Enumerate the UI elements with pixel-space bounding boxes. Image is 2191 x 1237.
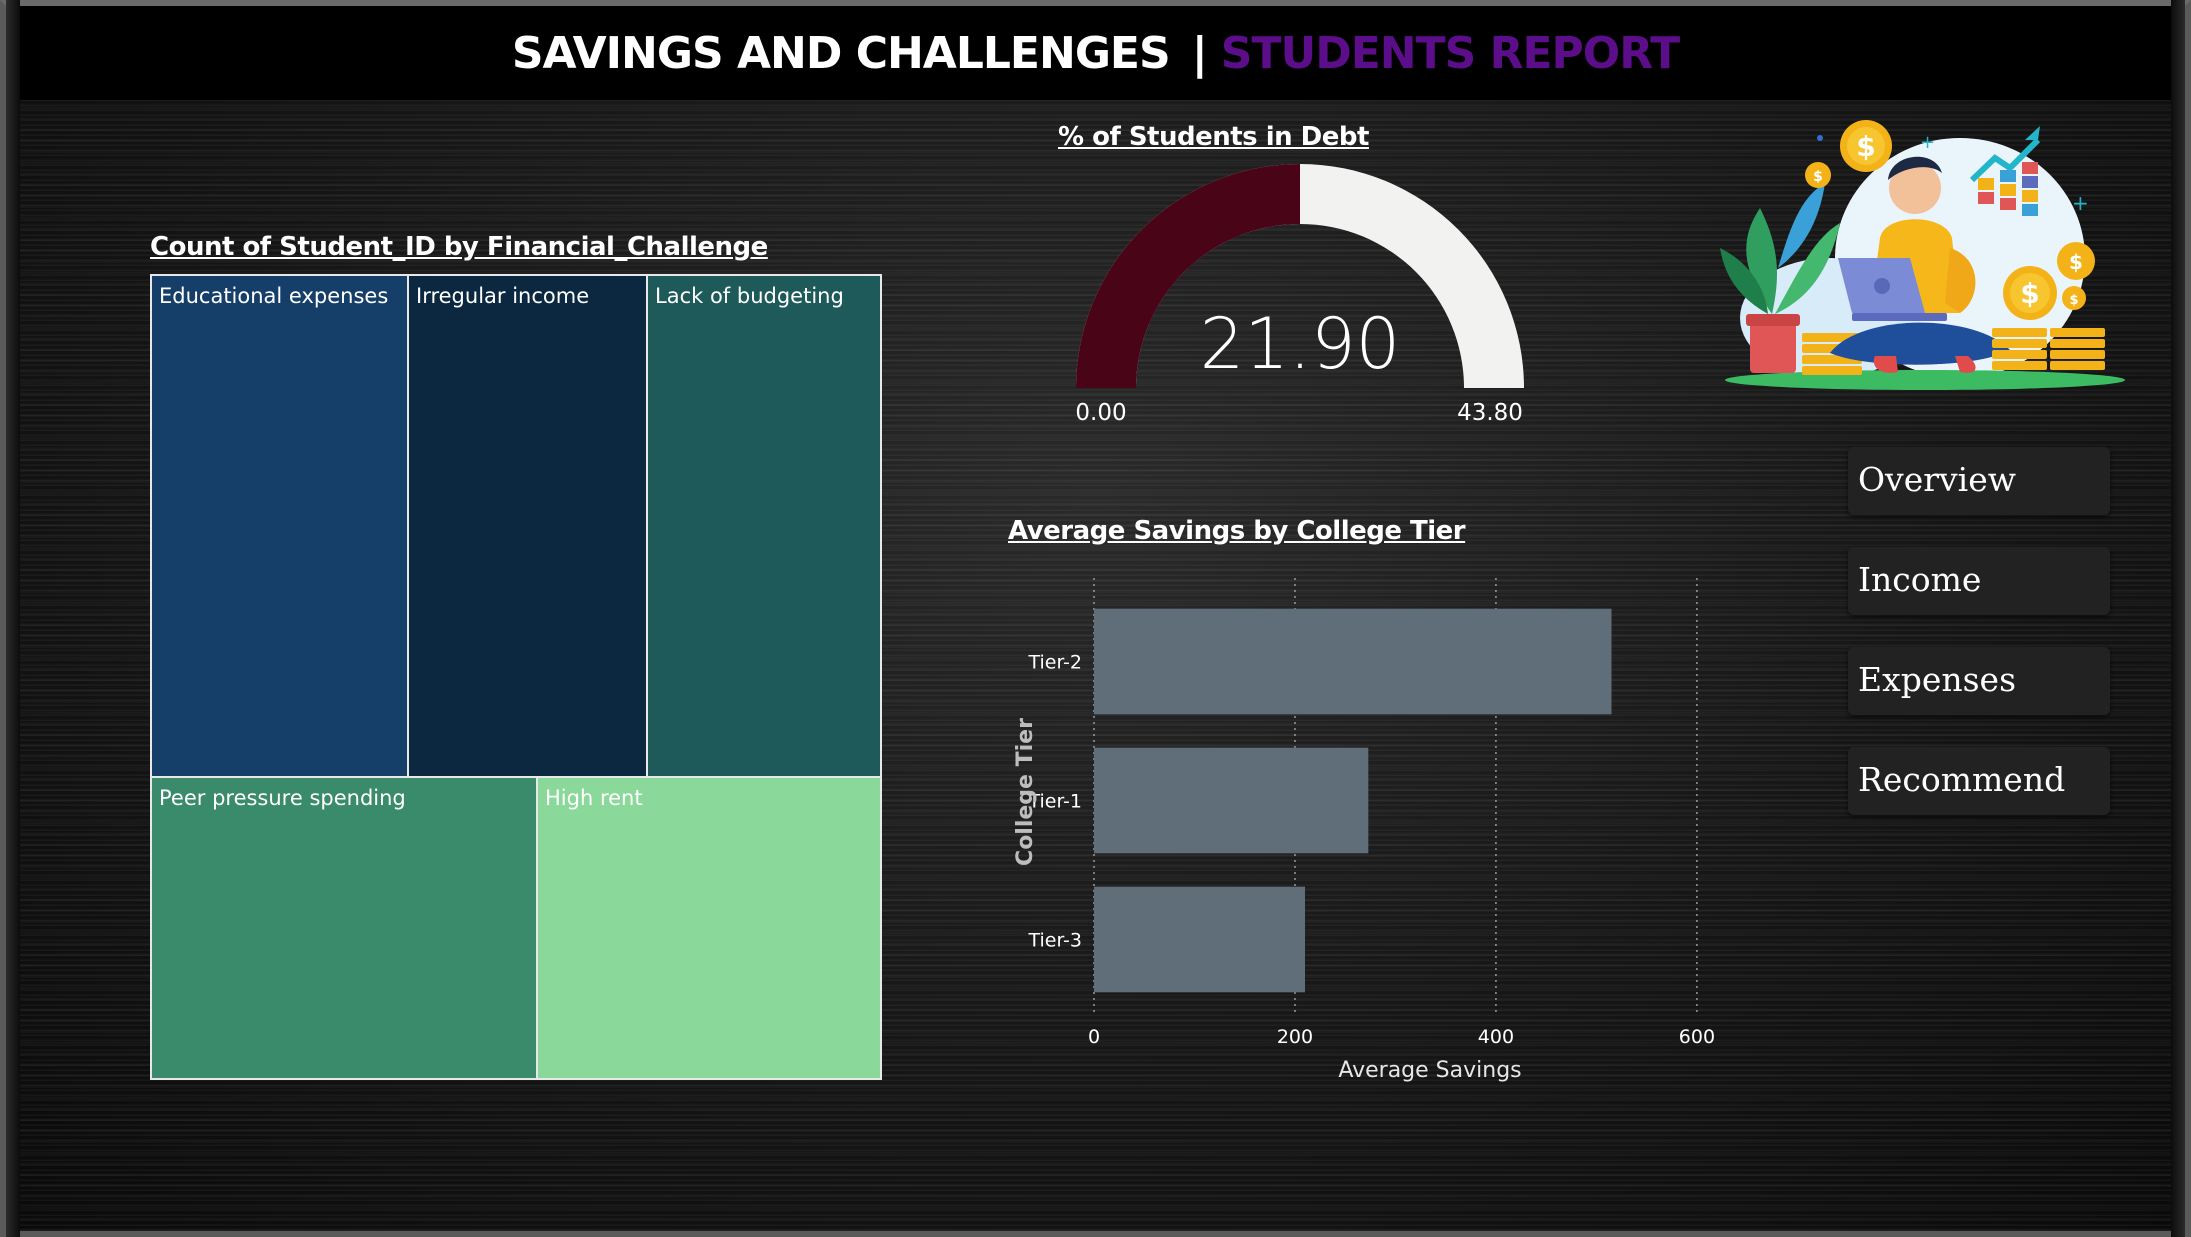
gauge-min-label: 0.00 xyxy=(1075,400,1126,426)
student-laptop-savings-illustration-icon: $ $ $ $ $ + + xyxy=(1720,120,2125,390)
svg-text:$: $ xyxy=(2069,293,2078,308)
page-subtitle: STUDENTS REPORT xyxy=(1220,27,1680,79)
svg-text:$: $ xyxy=(1813,169,1823,185)
gauge-max-label: 43.80 xyxy=(1457,400,1523,426)
nav-recommend-button[interactable]: Recommend xyxy=(1848,747,2110,815)
nav-income-button[interactable]: Income xyxy=(1848,547,2110,615)
gauge-fill[interactable] xyxy=(1076,164,1300,388)
right-bezel xyxy=(2171,0,2185,1237)
gauge-title: % of Students in Debt xyxy=(1058,122,1369,152)
bar-tier-1[interactable] xyxy=(1094,747,1369,854)
page-title: SAVINGS AND CHALLENGES xyxy=(511,27,1171,79)
treemap-tile-educational-expenses[interactable]: Educational expenses xyxy=(150,274,409,778)
left-bezel xyxy=(6,0,20,1237)
treemap-tile-irregular-income[interactable]: Irregular income xyxy=(407,274,648,778)
report-header: SAVINGS AND CHALLENGES | STUDENTS REPORT xyxy=(20,6,2171,100)
svg-text:+: + xyxy=(1920,132,1935,153)
x-tick-label: 0 xyxy=(1088,1026,1100,1048)
gauge-value: 21.90 xyxy=(1200,303,1400,385)
treemap-title: Count of Student_ID by Financial_Challen… xyxy=(150,232,768,262)
savings-bar-chart: Tier-2 Tier-1 Tier-3 0 200 400 600 Average Sa… xyxy=(1013,578,1715,1083)
y-tick-label: Tier-1 xyxy=(1027,791,1082,813)
tile-label: Peer pressure spending xyxy=(159,786,406,810)
tile-label: Lack of budgeting xyxy=(655,284,844,308)
y-tick-label: Tier-2 xyxy=(1027,652,1082,674)
nav-expenses-button[interactable]: Expenses xyxy=(1848,647,2110,715)
nav-overview-button[interactable]: Overview xyxy=(1848,447,2110,515)
treemap-tile-lack-of-budgeting[interactable]: Lack of budgeting xyxy=(646,274,882,778)
bar-tier-3[interactable] xyxy=(1094,886,1306,993)
svg-text:$: $ xyxy=(2069,250,2083,274)
svg-text:+: + xyxy=(2072,191,2089,215)
tile-label: High rent xyxy=(545,786,643,810)
debt-gauge: 21.90 0.00 43.80 xyxy=(1075,164,1524,426)
x-tick-label: 200 xyxy=(1277,1026,1313,1048)
svg-text:$: $ xyxy=(1856,130,1875,163)
x-axis-title: Average Savings xyxy=(1338,1058,1521,1083)
bar-chart-title: Average Savings by College Tier xyxy=(1008,516,1466,546)
y-tick-label: Tier-3 xyxy=(1027,930,1082,952)
svg-text:$: $ xyxy=(2020,277,2039,310)
x-tick-label: 600 xyxy=(1679,1026,1715,1048)
title-separator: | xyxy=(1191,27,1208,79)
x-tick-label: 400 xyxy=(1478,1026,1514,1048)
y-axis-title: College Tier xyxy=(1013,718,1038,866)
bar-tier-2[interactable] xyxy=(1094,608,1612,715)
treemap-tile-high-rent[interactable]: High rent xyxy=(536,776,882,1080)
financial-challenge-treemap: Educational expenses Irregular income La… xyxy=(150,274,882,1080)
tile-label: Irregular income xyxy=(416,284,590,308)
tile-label: Educational expenses xyxy=(159,284,389,308)
treemap-tile-peer-pressure-spending[interactable]: Peer pressure spending xyxy=(150,776,538,1080)
